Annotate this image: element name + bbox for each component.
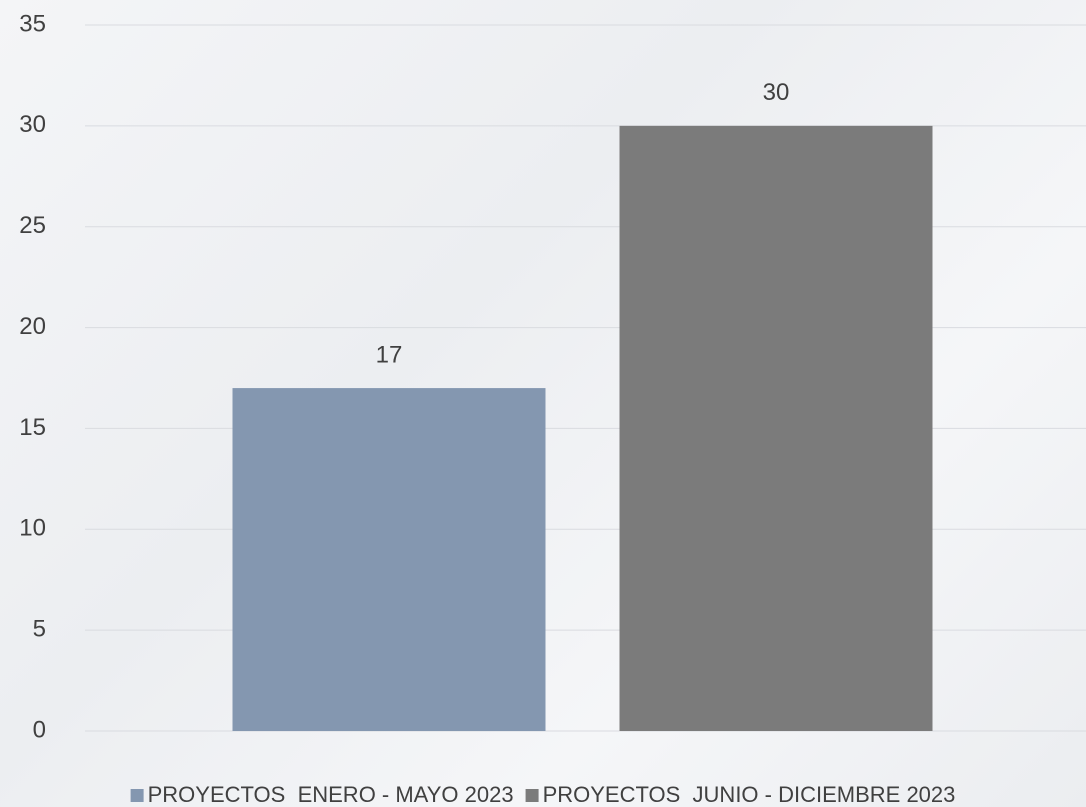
legend-swatch [130,789,144,802]
y-tick-label: 15 [19,414,46,441]
y-tick-label: 20 [19,313,46,340]
y-tick-label: 0 [33,716,46,743]
legend-label: PROYECTOS ENERO - MAYO 2023 [148,782,514,807]
y-tick-label: 30 [19,111,46,138]
bar [232,388,546,731]
y-tick-label: 35 [19,10,46,37]
legend-label: PROYECTOS JUNIO - DICIEMBRE 2023 [543,782,956,807]
data-label: 30 [763,79,790,106]
bar [619,125,933,732]
y-tick-label: 10 [19,515,46,542]
y-tick-label: 5 [33,615,46,642]
legend-swatch [525,789,539,802]
data-label: 17 [376,341,403,368]
y-tick-label: 25 [19,212,46,239]
